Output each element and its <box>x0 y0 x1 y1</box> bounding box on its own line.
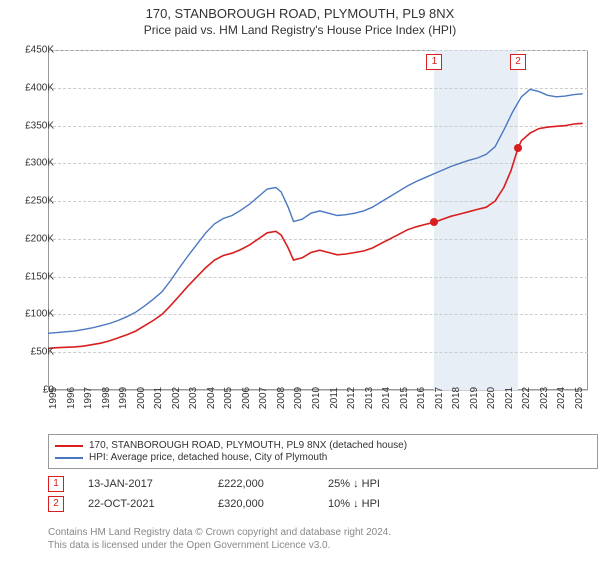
x-tick-label: 2020 <box>486 387 497 409</box>
x-tick-label: 2022 <box>521 387 532 409</box>
chart-container: 170, STANBOROUGH ROAD, PLYMOUTH, PL9 8NX… <box>0 6 600 566</box>
x-tick-label: 2000 <box>136 387 147 409</box>
line-series-svg <box>48 50 588 390</box>
legend-swatch <box>55 457 83 459</box>
y-tick-label: £450K <box>25 45 54 56</box>
sale-tag-icon: 2 <box>48 496 64 512</box>
x-tick-label: 1999 <box>118 387 129 409</box>
x-tick-label: 2009 <box>293 387 304 409</box>
x-tick-label: 1998 <box>101 387 112 409</box>
series-line-hpi <box>48 89 583 333</box>
chart-subtitle: Price paid vs. HM Land Registry's House … <box>0 23 600 37</box>
x-tick-label: 2001 <box>153 387 164 409</box>
sale-date: 13-JAN-2017 <box>88 478 218 490</box>
y-tick-label: £350K <box>25 120 54 131</box>
x-tick-label: 2016 <box>416 387 427 409</box>
x-tick-label: 2012 <box>346 387 357 409</box>
chart-area: 12 <box>48 50 588 390</box>
x-tick-label: 2002 <box>171 387 182 409</box>
footer-attribution: Contains HM Land Registry data © Crown c… <box>48 526 588 552</box>
x-tick-label: 2007 <box>258 387 269 409</box>
legend-label: HPI: Average price, detached house, City… <box>89 452 327 463</box>
footer-line1: Contains HM Land Registry data © Crown c… <box>48 526 588 539</box>
sales-row: 2 22-OCT-2021 £320,000 10% ↓ HPI <box>48 496 588 512</box>
x-tick-label: 2019 <box>469 387 480 409</box>
sale-diff: 10% ↓ HPI <box>328 498 448 510</box>
y-tick-label: £100K <box>25 309 54 320</box>
x-tick-label: 2025 <box>574 387 585 409</box>
sale-marker-dot <box>430 218 438 226</box>
x-tick-label: 2013 <box>364 387 375 409</box>
x-tick-label: 1995 <box>48 387 59 409</box>
x-tick-label: 2015 <box>399 387 410 409</box>
x-tick-label: 2010 <box>311 387 322 409</box>
x-tick-label: 2006 <box>241 387 252 409</box>
legend-item: HPI: Average price, detached house, City… <box>55 452 591 463</box>
legend-item: 170, STANBOROUGH ROAD, PLYMOUTH, PL9 8NX… <box>55 440 591 451</box>
sale-price: £320,000 <box>218 498 328 510</box>
x-tick-label: 1997 <box>83 387 94 409</box>
y-tick-label: £150K <box>25 271 54 282</box>
sale-tag-icon: 1 <box>48 476 64 492</box>
y-tick-label: £300K <box>25 158 54 169</box>
x-tick-label: 2023 <box>539 387 550 409</box>
sale-marker-dot <box>514 144 522 152</box>
sale-marker-tag: 2 <box>510 54 526 70</box>
sales-table: 1 13-JAN-2017 £222,000 25% ↓ HPI 2 22-OC… <box>48 476 588 516</box>
x-tick-label: 2008 <box>276 387 287 409</box>
sale-diff: 25% ↓ HPI <box>328 478 448 490</box>
x-axis-labels: 1995199619971998199920002001200220032004… <box>48 394 588 434</box>
y-tick-label: £400K <box>25 82 54 93</box>
sales-row: 1 13-JAN-2017 £222,000 25% ↓ HPI <box>48 476 588 492</box>
x-tick-label: 2024 <box>556 387 567 409</box>
y-tick-label: £250K <box>25 196 54 207</box>
sale-date: 22-OCT-2021 <box>88 498 218 510</box>
x-tick-label: 2018 <box>451 387 462 409</box>
y-tick-label: £200K <box>25 233 54 244</box>
x-tick-label: 2017 <box>434 387 445 409</box>
x-tick-label: 1996 <box>66 387 77 409</box>
x-tick-label: 2005 <box>223 387 234 409</box>
x-tick-label: 2021 <box>504 387 515 409</box>
x-tick-label: 2003 <box>188 387 199 409</box>
chart-title: 170, STANBOROUGH ROAD, PLYMOUTH, PL9 8NX <box>0 6 600 21</box>
legend-swatch <box>55 445 83 447</box>
series-line-property_price <box>48 123 583 348</box>
legend-label: 170, STANBOROUGH ROAD, PLYMOUTH, PL9 8NX… <box>89 440 407 451</box>
footer-line2: This data is licensed under the Open Gov… <box>48 539 588 552</box>
sale-price: £222,000 <box>218 478 328 490</box>
x-tick-label: 2004 <box>206 387 217 409</box>
x-tick-label: 2014 <box>381 387 392 409</box>
x-tick-label: 2011 <box>329 387 340 409</box>
legend: 170, STANBOROUGH ROAD, PLYMOUTH, PL9 8NX… <box>48 434 598 469</box>
y-tick-label: £50K <box>31 347 54 358</box>
sale-marker-tag: 1 <box>426 54 442 70</box>
